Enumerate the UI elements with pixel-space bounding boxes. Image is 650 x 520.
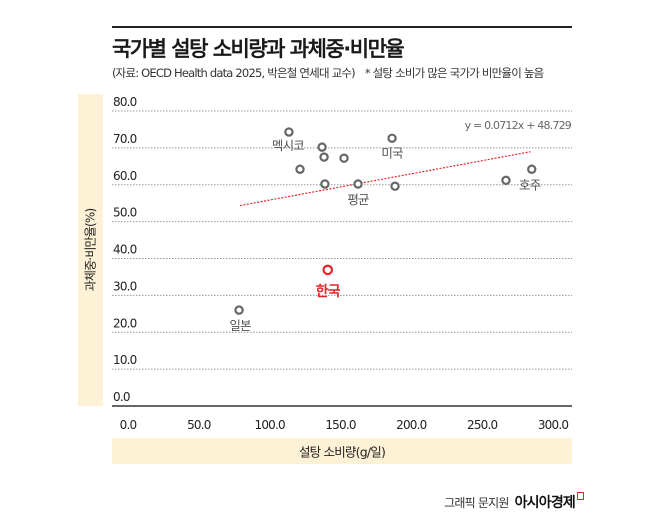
- y-tick-label: 50.0: [113, 206, 137, 220]
- data-point: [320, 179, 330, 189]
- point-label: 미국: [381, 145, 403, 160]
- data-point: [322, 264, 334, 276]
- data-point: [284, 127, 294, 137]
- note-text: * 설탕 소비가 많은 국가가 비만율이 높음: [364, 66, 544, 80]
- data-point: [390, 181, 400, 191]
- data-point: [234, 305, 244, 315]
- credit: 그래픽 문지원 아시아경제: [444, 492, 584, 512]
- source-text: (자료: OECD Health data 2025, 박은철 연세대 교수): [112, 66, 356, 80]
- point-label: 한국: [316, 284, 341, 300]
- data-point: [353, 179, 363, 189]
- brand-logo: 아시아경제: [514, 495, 576, 511]
- x-tick-label: 100.0: [254, 418, 285, 432]
- data-point: [317, 142, 327, 152]
- y-tick-label: 10.0: [113, 353, 137, 367]
- data-point: [339, 153, 349, 163]
- x-tick-label: 300.0: [538, 418, 569, 432]
- x-tick-label: 250.0: [467, 418, 498, 432]
- data-point: [319, 152, 329, 162]
- trendline-equation: y = 0.0712x + 48.729: [465, 119, 572, 132]
- y-tick-label: 60.0: [113, 169, 137, 183]
- y-tick-label: 30.0: [113, 279, 137, 293]
- top-rule: [112, 26, 572, 28]
- x-tick-label: 150.0: [325, 418, 356, 432]
- x-axis-band: [112, 438, 572, 464]
- x-tick-label: 200.0: [396, 418, 427, 432]
- point-label: 평균: [347, 192, 369, 207]
- y-axis-band: [78, 94, 103, 406]
- data-point: [501, 175, 511, 186]
- chart-title: 국가별 설탕 소비량과 과체중·비만율: [112, 37, 405, 61]
- brand-mark-icon: [577, 492, 584, 500]
- x-tick-label: 0.0: [120, 418, 137, 432]
- point-label: 호주: [519, 177, 541, 192]
- y-tick-label: 40.0: [113, 243, 137, 257]
- data-point: [387, 133, 397, 143]
- y-tick-label: 0.0: [113, 390, 130, 404]
- data-point: [527, 164, 537, 174]
- y-tick-label: 70.0: [113, 132, 137, 146]
- y-tick-label: 20.0: [113, 316, 137, 330]
- y-tick-label: 80.0: [113, 95, 137, 109]
- credit-text: 그래픽 문지원: [444, 496, 509, 510]
- trendline: [239, 151, 531, 207]
- x-axis-label: 설탕 소비량(g/일): [298, 444, 386, 460]
- data-point: [295, 164, 305, 174]
- point-label: 일본: [229, 318, 251, 333]
- x-tick-label: 50.0: [187, 418, 211, 432]
- point-label: 멕시코: [272, 138, 304, 153]
- chart-subtitle: (자료: OECD Health data 2025, 박은철 연세대 교수) *…: [112, 65, 544, 81]
